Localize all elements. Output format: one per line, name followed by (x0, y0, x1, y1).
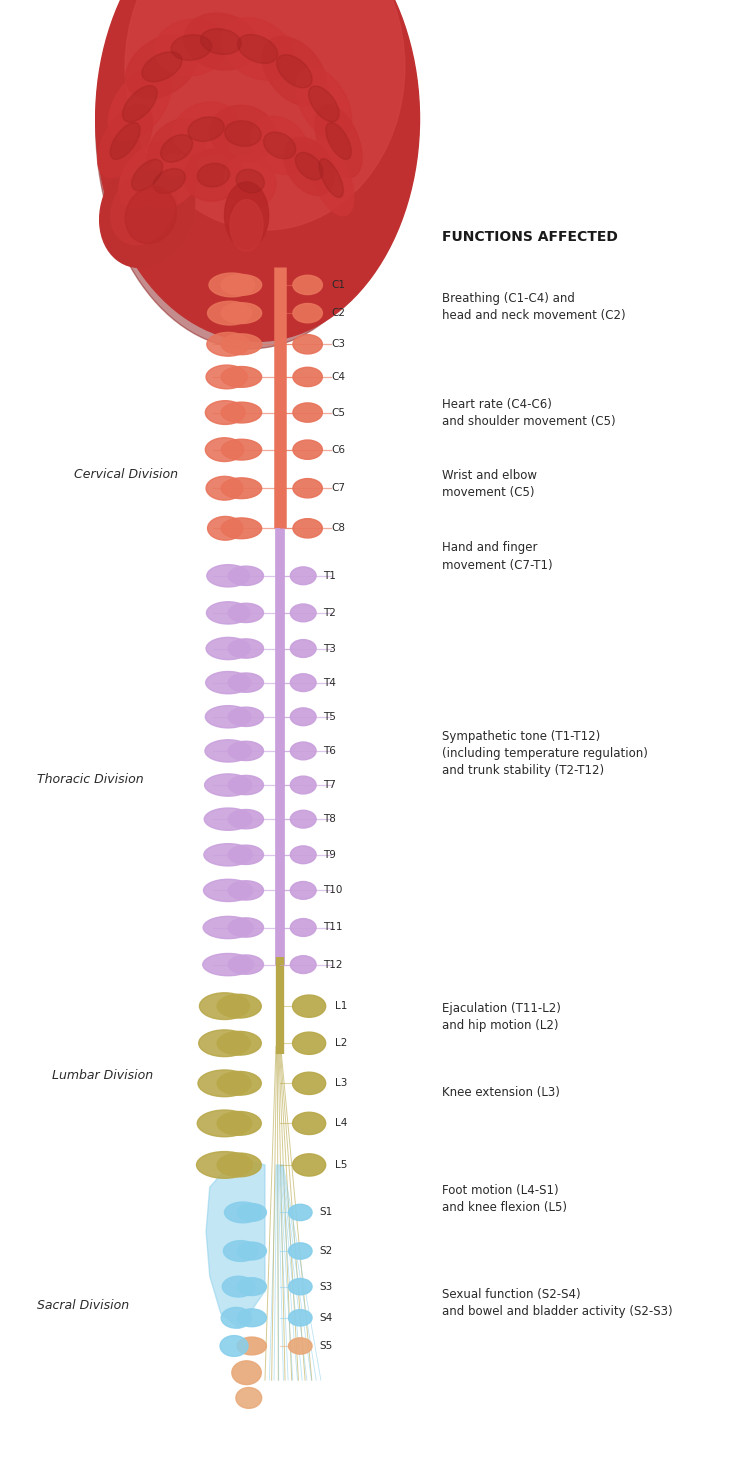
Text: Lumbar Division: Lumbar Division (52, 1070, 152, 1082)
Ellipse shape (221, 478, 262, 499)
Ellipse shape (217, 1112, 261, 1135)
Ellipse shape (238, 34, 277, 64)
Ellipse shape (184, 13, 258, 70)
Ellipse shape (308, 141, 354, 215)
Ellipse shape (132, 159, 163, 191)
Ellipse shape (217, 1071, 261, 1095)
Ellipse shape (290, 604, 316, 622)
Text: T7: T7 (324, 781, 336, 789)
Ellipse shape (205, 739, 251, 763)
Text: C8: C8 (331, 524, 345, 533)
Ellipse shape (210, 105, 276, 162)
Text: T11: T11 (324, 923, 343, 932)
Ellipse shape (224, 154, 276, 208)
Ellipse shape (290, 640, 316, 657)
Ellipse shape (290, 674, 316, 692)
Ellipse shape (228, 674, 263, 692)
Ellipse shape (237, 1337, 266, 1355)
Ellipse shape (171, 34, 211, 61)
Ellipse shape (315, 104, 362, 178)
Text: Cervical Division: Cervical Division (74, 469, 177, 481)
Ellipse shape (237, 1242, 266, 1260)
Ellipse shape (221, 1307, 251, 1328)
Text: Wrist and elbow
movement (C5): Wrist and elbow movement (C5) (442, 469, 537, 499)
Text: C6: C6 (331, 445, 345, 454)
Ellipse shape (147, 119, 206, 178)
Ellipse shape (292, 1033, 325, 1054)
Ellipse shape (293, 335, 322, 353)
Text: C4: C4 (331, 372, 345, 381)
Text: L3: L3 (334, 1079, 347, 1088)
Ellipse shape (228, 917, 263, 938)
Text: T3: T3 (324, 644, 336, 653)
Ellipse shape (220, 1336, 248, 1356)
Text: S3: S3 (319, 1282, 333, 1291)
Ellipse shape (290, 810, 316, 828)
Text: C3: C3 (331, 340, 345, 349)
Text: C7: C7 (331, 484, 345, 493)
Text: T4: T4 (324, 678, 336, 687)
Ellipse shape (205, 671, 250, 693)
Ellipse shape (277, 55, 312, 88)
Text: T5: T5 (324, 712, 336, 721)
Ellipse shape (209, 273, 255, 297)
Text: C2: C2 (331, 309, 345, 318)
Ellipse shape (228, 741, 263, 760)
Ellipse shape (184, 148, 243, 202)
Ellipse shape (206, 365, 247, 389)
Ellipse shape (308, 86, 339, 122)
Ellipse shape (221, 518, 262, 539)
Ellipse shape (290, 776, 316, 794)
Ellipse shape (206, 476, 243, 500)
Ellipse shape (236, 1388, 262, 1408)
Ellipse shape (98, 104, 152, 178)
Ellipse shape (292, 994, 325, 1018)
Ellipse shape (290, 846, 316, 864)
Ellipse shape (207, 332, 250, 356)
Ellipse shape (125, 0, 405, 230)
Ellipse shape (250, 116, 309, 175)
Text: S2: S2 (319, 1247, 333, 1255)
Ellipse shape (290, 708, 316, 726)
Text: Sacral Division: Sacral Division (37, 1300, 129, 1312)
Ellipse shape (208, 301, 252, 325)
Ellipse shape (228, 604, 263, 623)
Ellipse shape (290, 919, 316, 936)
Ellipse shape (295, 153, 323, 180)
Ellipse shape (173, 102, 239, 156)
Ellipse shape (198, 1070, 251, 1097)
Ellipse shape (99, 154, 195, 267)
Ellipse shape (262, 37, 327, 105)
Ellipse shape (228, 956, 263, 975)
Ellipse shape (160, 135, 193, 162)
Ellipse shape (289, 1244, 312, 1258)
Ellipse shape (201, 28, 241, 55)
Ellipse shape (296, 67, 352, 141)
Ellipse shape (237, 1309, 266, 1327)
Text: T10: T10 (324, 886, 343, 895)
Ellipse shape (208, 516, 243, 540)
Ellipse shape (142, 52, 182, 82)
Ellipse shape (289, 1205, 312, 1220)
Ellipse shape (123, 86, 157, 122)
Text: Sympathetic tone (T1-T12)
(including temperature regulation)
and trunk stability: Sympathetic tone (T1-T12) (including tem… (442, 730, 648, 778)
Ellipse shape (199, 993, 250, 1020)
Ellipse shape (197, 1152, 252, 1178)
Ellipse shape (96, 0, 420, 341)
Ellipse shape (290, 742, 316, 760)
Ellipse shape (204, 843, 252, 865)
Ellipse shape (205, 438, 244, 462)
Ellipse shape (228, 775, 263, 795)
Ellipse shape (125, 187, 177, 243)
Ellipse shape (221, 439, 262, 460)
Ellipse shape (293, 518, 322, 537)
Text: L2: L2 (334, 1039, 347, 1048)
Text: L4: L4 (334, 1119, 347, 1128)
Ellipse shape (228, 846, 263, 864)
Ellipse shape (203, 916, 253, 938)
Ellipse shape (205, 775, 252, 797)
Text: S1: S1 (319, 1208, 333, 1217)
Ellipse shape (232, 1361, 261, 1385)
Ellipse shape (228, 810, 263, 828)
Text: FUNCTIONS AFFECTED: FUNCTIONS AFFECTED (442, 230, 618, 245)
